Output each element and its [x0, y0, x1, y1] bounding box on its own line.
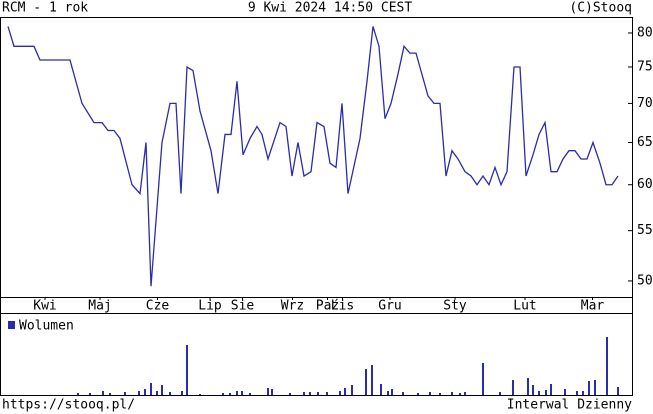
volume-bar: [229, 393, 231, 395]
volume-bar: [464, 392, 466, 395]
x-tick-label: Kwi: [33, 299, 56, 314]
volume-bar: [588, 381, 590, 395]
footer-left: https://stooq.pl/: [2, 398, 135, 413]
volume-bar: [617, 387, 619, 395]
volume-bar: [150, 383, 152, 395]
y-tick-label: 80: [637, 25, 653, 40]
x-tick-label: Lis: [331, 299, 354, 314]
volume-bar: [161, 385, 163, 395]
volume-bar: [606, 337, 608, 395]
y-tick-label: 75: [637, 60, 653, 75]
volume-bar: [459, 393, 461, 395]
volume-bar: [391, 389, 393, 395]
price-line: [7, 26, 619, 287]
volume-bar: [429, 392, 431, 395]
volume-bar: [482, 363, 484, 395]
volume-bar: [576, 391, 578, 395]
volume-bar: [138, 391, 140, 395]
y-tick-label: 70: [637, 96, 653, 111]
volume-bar: [527, 378, 529, 395]
legend-swatch: [8, 321, 15, 329]
volume-bar: [344, 388, 346, 395]
volume-bar: [545, 390, 547, 395]
volume-bar: [309, 392, 311, 395]
volume-bar: [249, 393, 251, 395]
volume-bar: [289, 393, 291, 395]
x-tick-label: Paź: [316, 299, 339, 314]
volume-bar: [169, 392, 171, 395]
x-tick-label: Sty: [443, 299, 467, 314]
volume-bar: [499, 392, 501, 395]
y-tick-label: 55: [637, 223, 653, 238]
volume-bar: [109, 393, 111, 395]
volume-bar: [512, 380, 514, 395]
x-tick-label: Sie: [231, 299, 255, 314]
volume-bar: [317, 392, 319, 395]
volume-bar: [402, 392, 404, 395]
volume-bar: [339, 391, 341, 395]
frame: [0, 17, 633, 396]
volume-bar: [271, 389, 273, 395]
volume-bar: [351, 385, 353, 395]
volume-bar: [303, 392, 305, 395]
y-tick-label: 65: [637, 135, 653, 150]
volume-bar: [186, 345, 188, 395]
x-tick-label: Cze: [146, 299, 170, 314]
volume-bar: [439, 393, 441, 395]
volume-bar: [550, 384, 552, 395]
volume-bar: [326, 392, 328, 395]
header-center: 9 Kwi 2024 14:50 CEST: [248, 1, 413, 16]
y-tick-label: 50: [637, 273, 653, 288]
volume-bar: [267, 388, 269, 395]
footer-right: Interwal Dzienny: [507, 398, 632, 413]
volume-bar: [102, 391, 104, 395]
volume-bar: [77, 393, 79, 395]
volume-bar: [181, 391, 183, 395]
volume-bar: [582, 391, 584, 395]
header-left: RCM - 1 rok: [2, 1, 88, 16]
x-tick-label: Mar: [581, 299, 605, 314]
volume-bar: [451, 392, 453, 395]
volume-bar: [199, 394, 201, 395]
x-tick-label: Wrz: [281, 299, 304, 314]
volume-bar: [594, 380, 596, 395]
x-tick-label: Maj: [88, 299, 111, 314]
volume-bar: [144, 389, 146, 395]
volume-bar: [371, 365, 373, 395]
volume-bar: [89, 393, 91, 395]
volume-bar: [538, 391, 540, 395]
volume-bar: [532, 385, 534, 395]
volume-bar: [222, 393, 224, 395]
volume-bar: [241, 391, 243, 395]
legend-label: Wolumen: [19, 319, 74, 334]
volume-bar: [387, 391, 389, 395]
x-tick-label: Gru: [378, 299, 401, 314]
y-tick-label: 60: [637, 177, 653, 192]
volume-bar: [365, 369, 367, 395]
volume-bar: [236, 391, 238, 395]
header-right: (C)Stooq: [569, 1, 632, 16]
volume-bar: [156, 391, 158, 395]
volume-bar: [124, 392, 126, 395]
volume-bar: [417, 393, 419, 395]
x-tick-label: Lut: [513, 299, 536, 314]
volume-bar: [380, 384, 382, 395]
x-tick-label: Lip: [198, 299, 222, 314]
volume-bar: [564, 389, 566, 395]
